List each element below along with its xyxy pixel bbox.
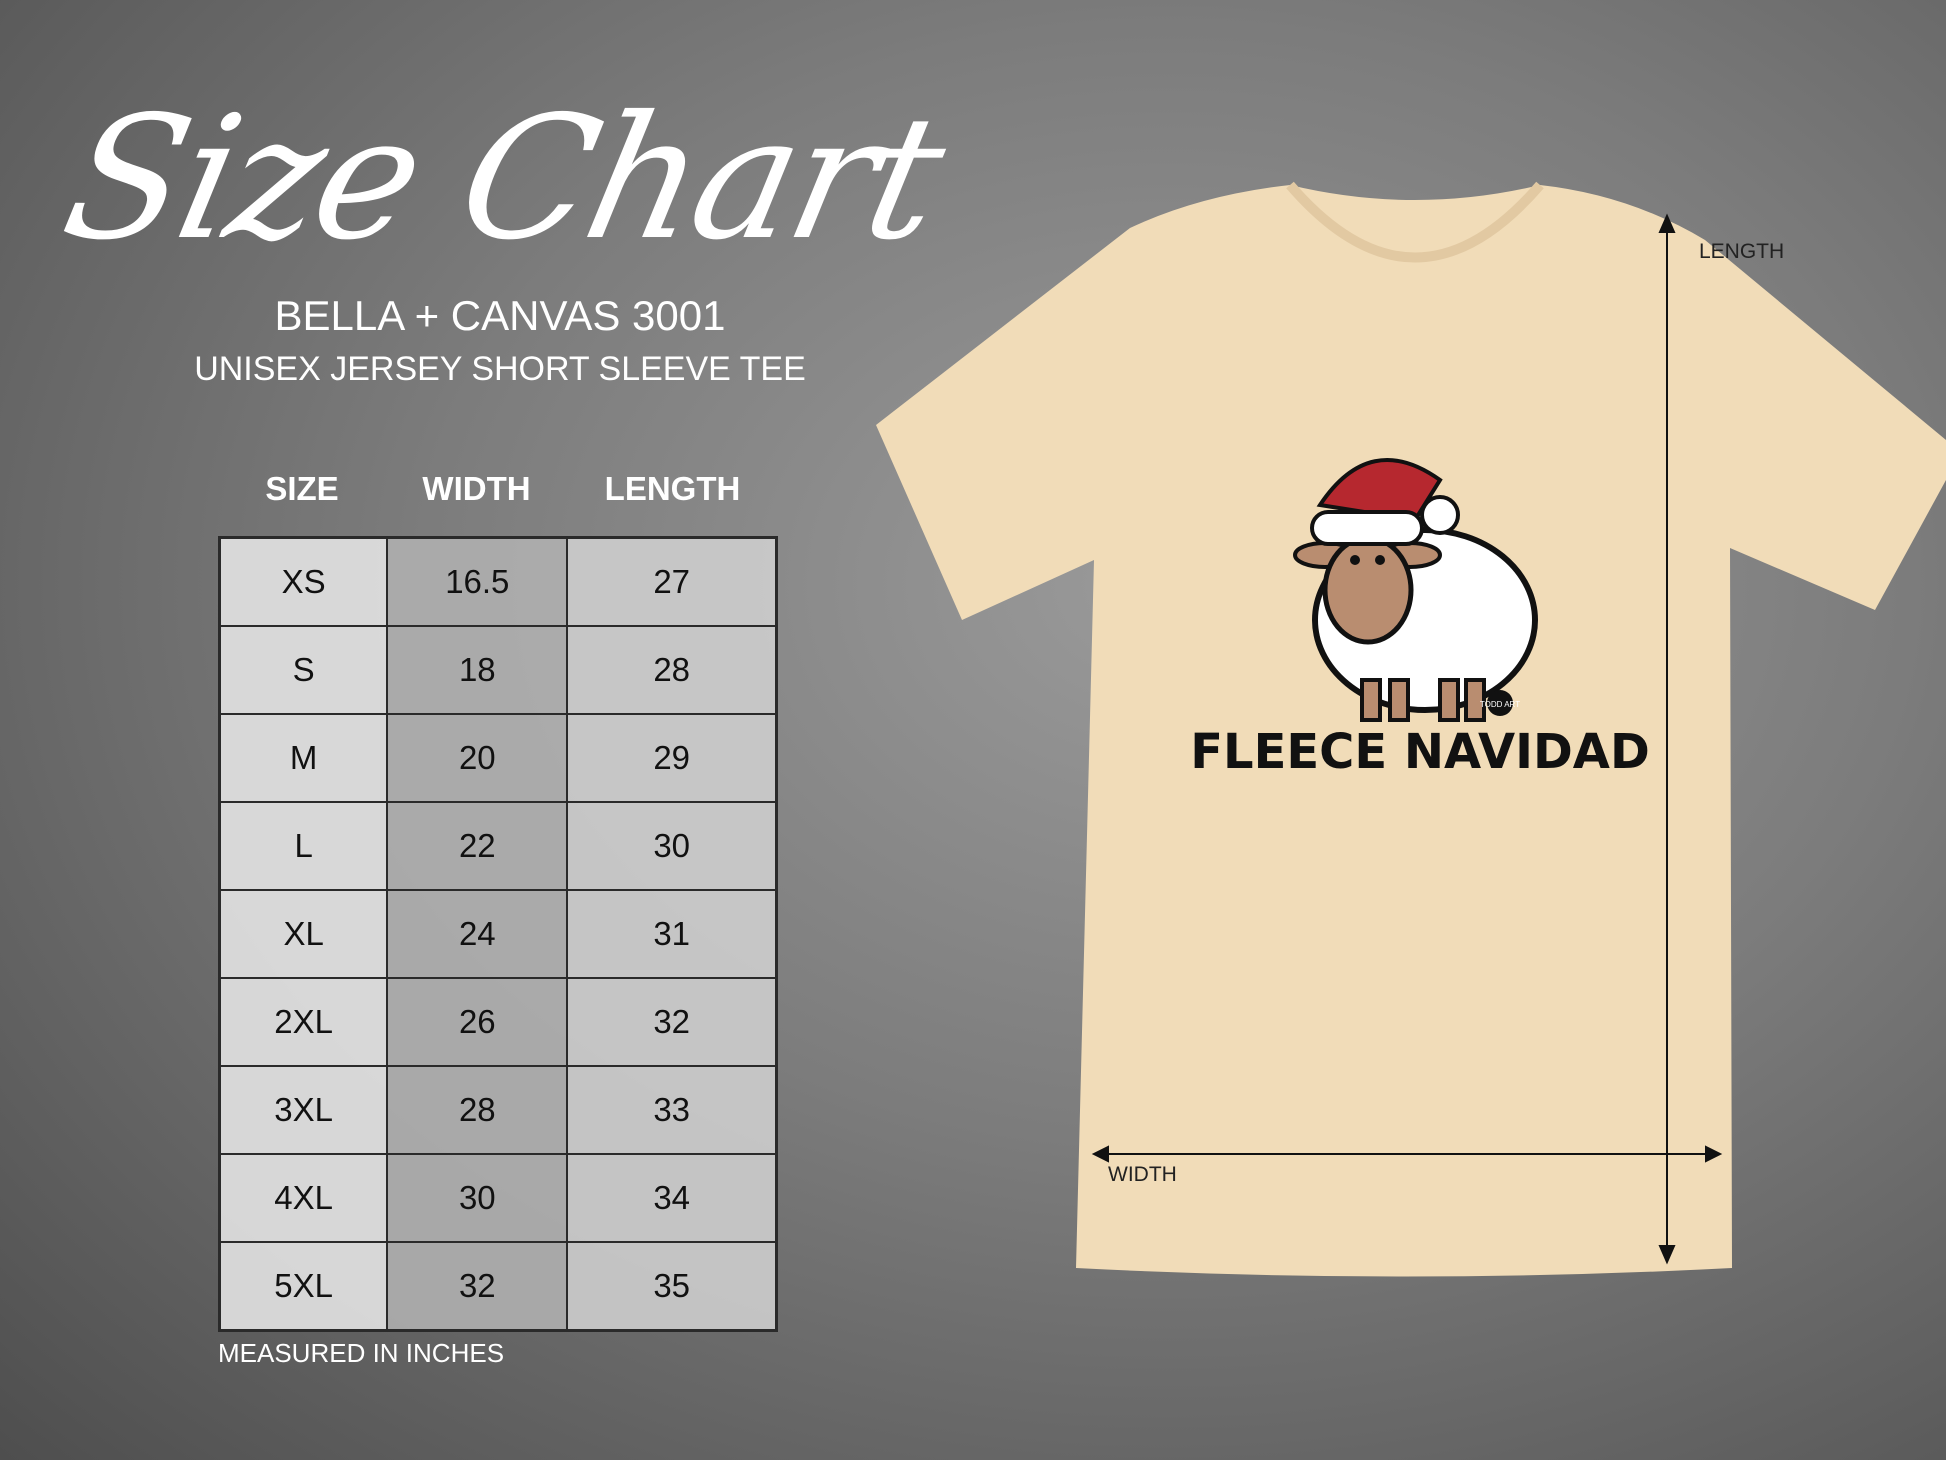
length-cell: 31 <box>566 889 778 979</box>
width-cell: 30 <box>386 1153 569 1243</box>
table-row: 2XL 26 32 <box>218 977 778 1067</box>
width-cell: 22 <box>386 801 569 891</box>
product-subtitle: UNISEX JERSEY SHORT SLEEVE TEE <box>194 350 806 388</box>
size-cell: 4XL <box>218 1153 389 1243</box>
length-cell: 34 <box>566 1153 778 1243</box>
length-cell: 35 <box>566 1241 778 1332</box>
size-cell: 3XL <box>218 1065 389 1155</box>
length-cell: 32 <box>566 977 778 1067</box>
size-cell: S <box>218 625 389 715</box>
length-cell: 28 <box>566 625 778 715</box>
size-table: XS 16.5 27 S 18 28 M 20 29 L 22 30 XL 24 31 2XL 26 32 3XL 2… <box>218 536 778 1332</box>
width-cell: 16.5 <box>386 536 569 627</box>
width-cell: 28 <box>386 1065 569 1155</box>
size-cell: L <box>218 801 389 891</box>
table-row: L 22 30 <box>218 801 778 891</box>
width-cell: 26 <box>386 977 569 1067</box>
width-cell: 20 <box>386 713 569 803</box>
length-cell: 30 <box>566 801 778 891</box>
width-cell: 32 <box>386 1241 569 1332</box>
size-cell: 5XL <box>218 1241 389 1332</box>
table-row: S 18 28 <box>218 625 778 715</box>
header-width: WIDTH <box>422 470 531 507</box>
table-row: 4XL 30 34 <box>218 1153 778 1243</box>
width-cell: 18 <box>386 625 569 715</box>
table-row: 5XL 32 35 <box>218 1241 778 1332</box>
size-cell: XL <box>218 889 389 979</box>
svg-text:TODD ART: TODD ART <box>1480 700 1520 709</box>
tshirt-body <box>876 185 1946 1277</box>
size-cell: XS <box>218 536 389 627</box>
length-cell: 29 <box>566 713 778 803</box>
width-cell: 24 <box>386 889 569 979</box>
shirt-print-text: FLEECE NAVIDAD <box>1190 724 1650 780</box>
table-row: M 20 29 <box>218 713 778 803</box>
length-label: LENGTH <box>1699 240 1784 263</box>
header-size: SIZE <box>265 470 339 507</box>
size-cell: M <box>218 713 389 803</box>
header-length: LENGTH <box>604 470 741 507</box>
width-label: WIDTH <box>1108 1163 1177 1186</box>
measurement-note: MEASURED IN INCHES <box>218 1338 505 1368</box>
length-cell: 33 <box>566 1065 778 1155</box>
sheep-graphic: TODD ART <box>1293 458 1538 722</box>
brand-model: BELLA + CANVAS 3001 <box>274 292 726 339</box>
size-cell: 2XL <box>218 977 389 1067</box>
table-row: XL 24 31 <box>218 889 778 979</box>
length-cell: 27 <box>566 536 778 627</box>
table-row: 3XL 28 33 <box>218 1065 778 1155</box>
table-row: XS 16.5 27 <box>218 536 778 627</box>
